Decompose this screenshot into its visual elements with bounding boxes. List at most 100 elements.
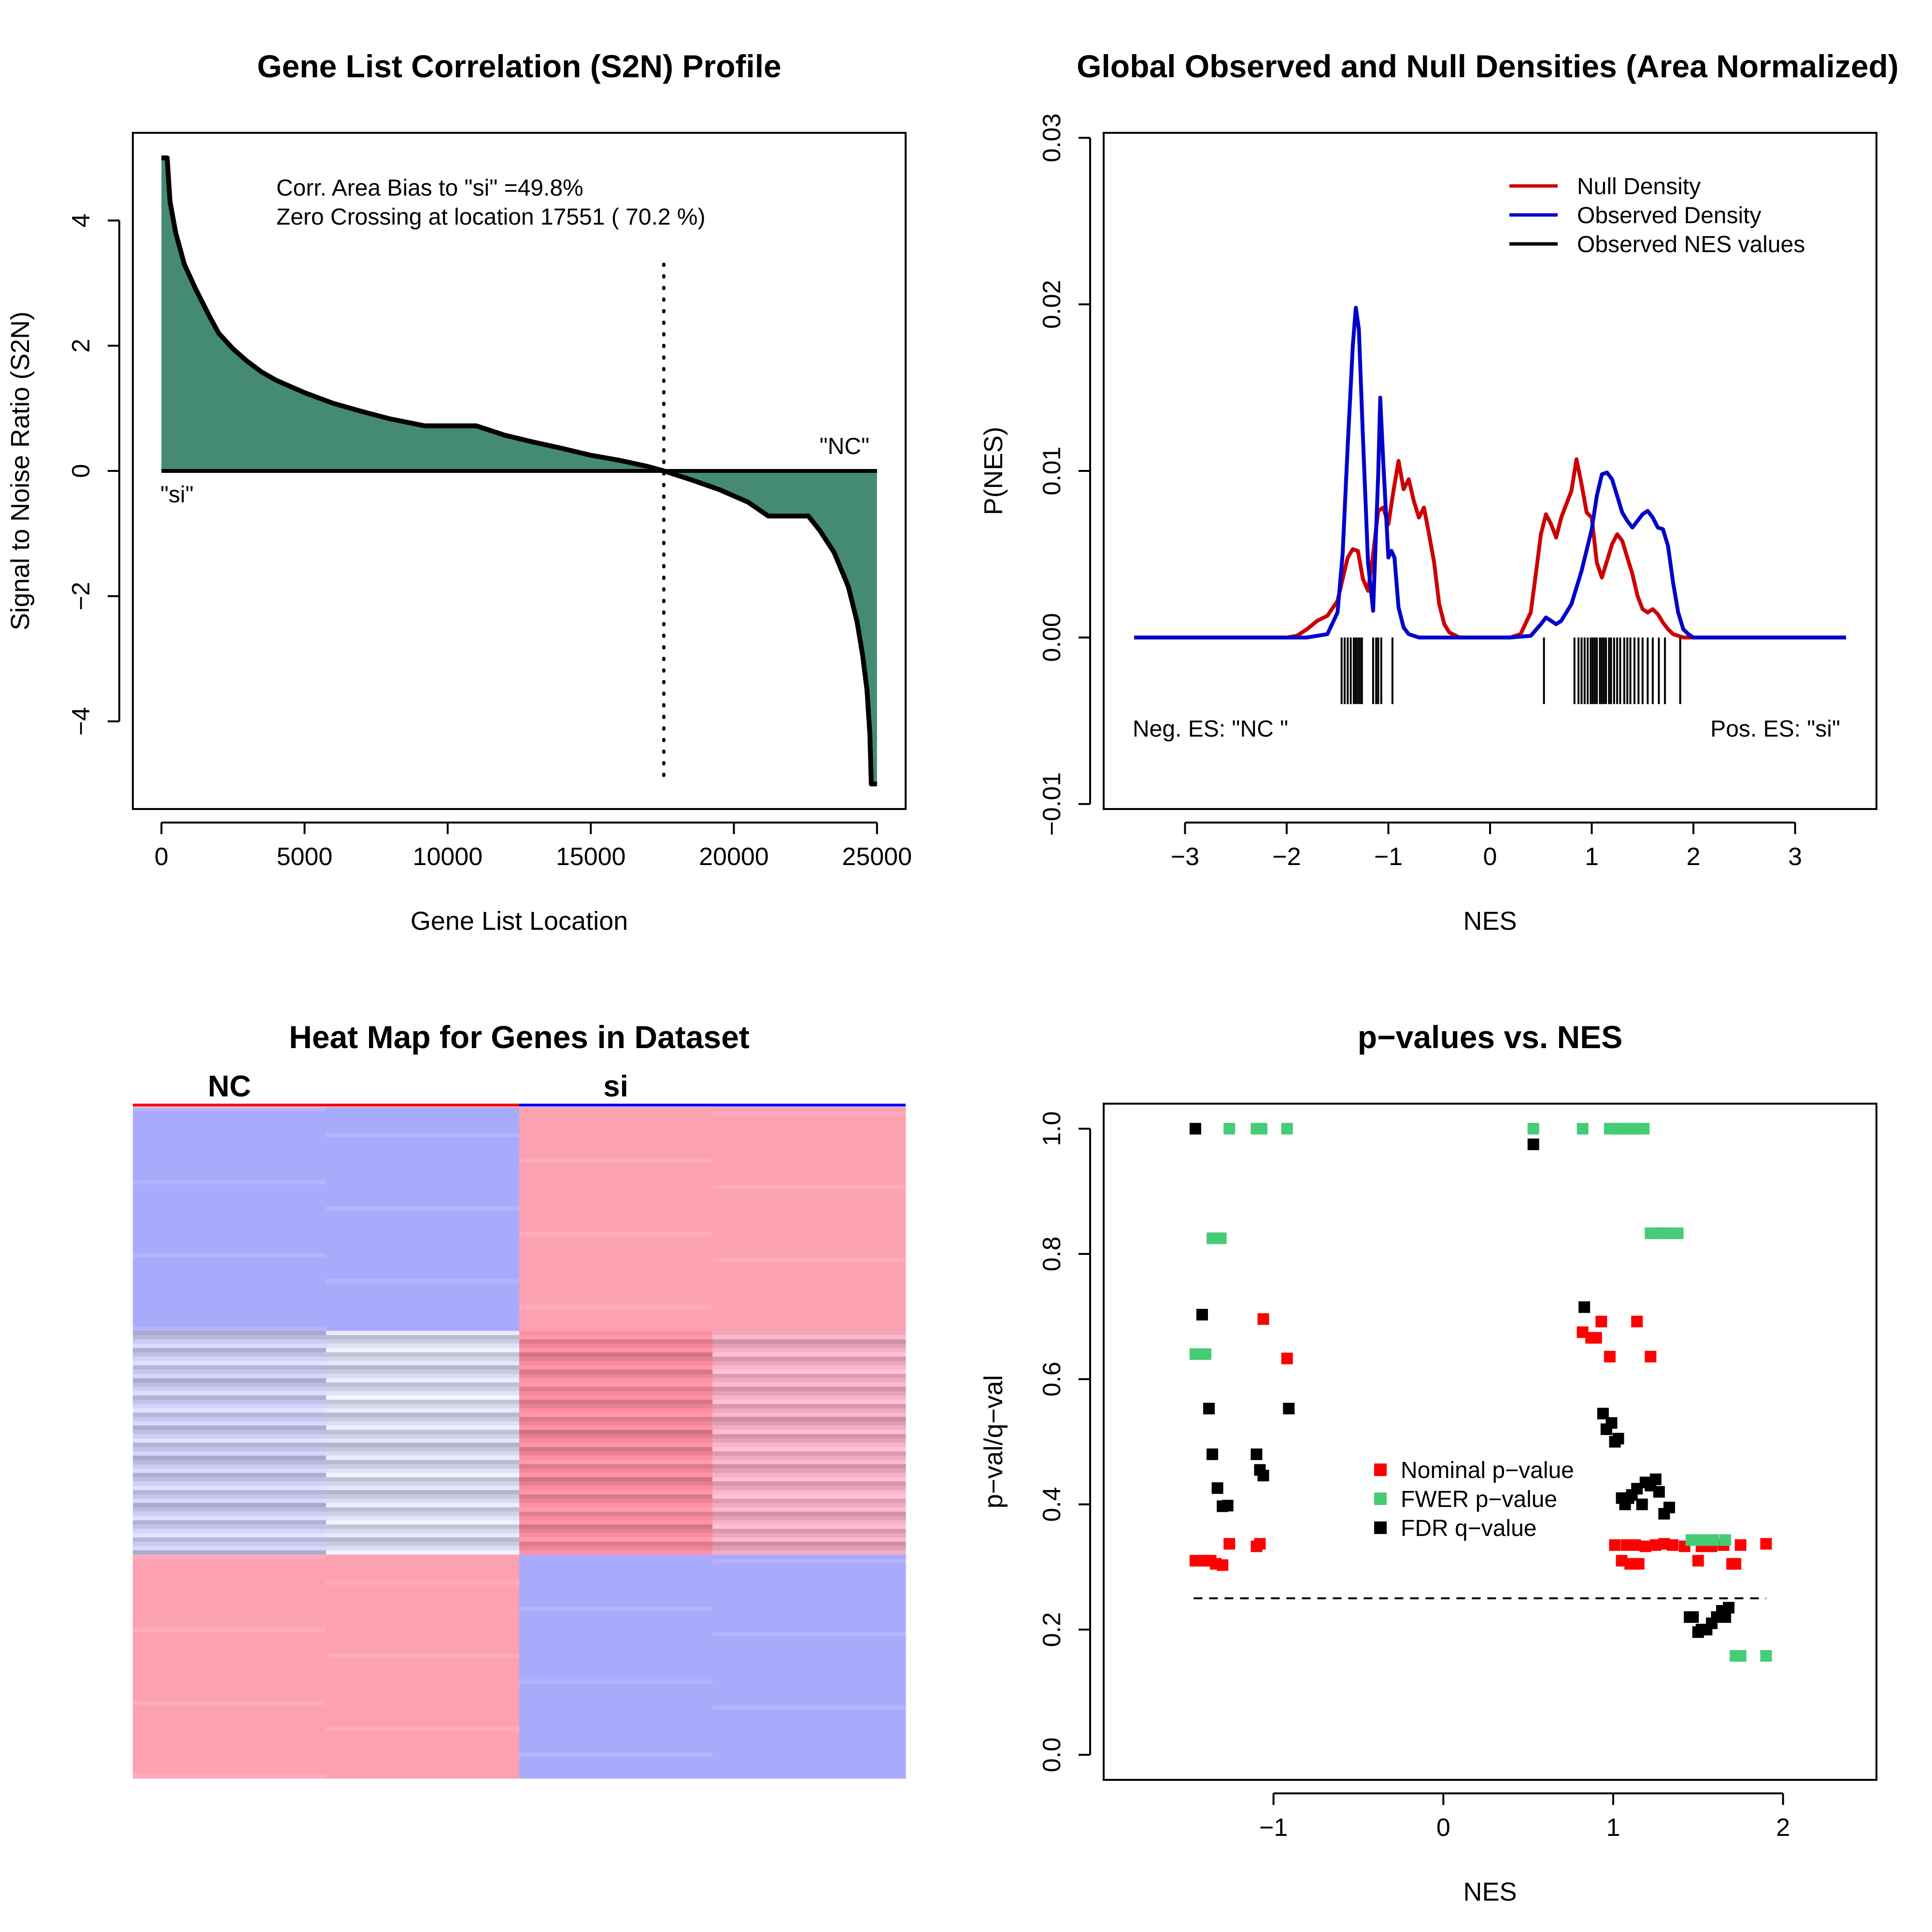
heatmap-cell (712, 1107, 906, 1112)
heatmap-cell (326, 1619, 520, 1624)
heatmap-cell (326, 1111, 520, 1116)
heatmap-cell (712, 1692, 906, 1697)
nominal-p-point (1631, 1316, 1643, 1328)
heatmap-cell (519, 1589, 713, 1594)
heatmap-cell (519, 1227, 713, 1232)
heatmap-cell (326, 1150, 520, 1155)
fwer-p-point (1719, 1534, 1732, 1546)
s2n-x-label: Gene List Location (411, 907, 628, 936)
heatmap-cell (133, 1313, 327, 1319)
y-tick-label: 0.00 (1038, 613, 1066, 662)
heatmap-cell (326, 1464, 520, 1469)
heatmap-cell (519, 1727, 713, 1732)
heatmap-cell (326, 1567, 520, 1572)
heatmap-cell (326, 1266, 520, 1271)
heatmap-cell (133, 1455, 327, 1461)
heatmap-cell (133, 1245, 327, 1250)
heatmap-cell (326, 1240, 520, 1245)
heatmap-cell (326, 1313, 520, 1319)
heatmap-cell (712, 1430, 906, 1435)
s2n-frame (132, 132, 907, 810)
density-x-axis: −3 −2 −1 0 1 2 3 (1171, 822, 1802, 871)
heatmap-cell (519, 1313, 713, 1319)
heatmap-cell (326, 1649, 520, 1654)
heatmap-cell (519, 1171, 713, 1177)
heatmap-cell (326, 1658, 520, 1662)
heatmap-cell (326, 1395, 520, 1400)
heatmap-cell (712, 1128, 906, 1133)
heatmap-cell (133, 1382, 327, 1387)
heatmap-cell (519, 1305, 713, 1310)
heatmap-cell (133, 1167, 327, 1172)
heatmap-cell (712, 1671, 906, 1676)
heatmap-cell (519, 1107, 713, 1112)
fdr-q-point (1257, 1470, 1269, 1481)
heatmap-cell (326, 1494, 520, 1499)
heatmap-cell (519, 1748, 713, 1753)
heatmap-cell (326, 1189, 520, 1193)
heatmap-cell (133, 1770, 327, 1775)
heatmap-cell (133, 1399, 327, 1405)
heatmap-cell (519, 1223, 713, 1228)
heatmap-cell (712, 1597, 906, 1603)
heatmap-cell (133, 1180, 327, 1185)
heatmap-cell (519, 1559, 713, 1563)
heatmap-cell (712, 1369, 906, 1374)
heatmap-cell (519, 1219, 713, 1224)
heatmap-cell (519, 1197, 713, 1202)
heatmap-cell (519, 1546, 713, 1551)
heatmap-cell (712, 1610, 906, 1615)
heatmap-cell (519, 1481, 713, 1486)
heatmap-cell (712, 1490, 906, 1495)
heatmap-cell (133, 1671, 327, 1676)
heatmap-cell (326, 1163, 520, 1168)
heatmap-cell (326, 1718, 520, 1723)
heatmap-cell (326, 1158, 520, 1164)
fdr-q-point (1283, 1403, 1295, 1415)
heatmap-cell (326, 1468, 520, 1473)
heatmap-cell (712, 1326, 906, 1331)
heatmap-cell (133, 1296, 327, 1301)
heatmap-cell (712, 1262, 906, 1267)
heatmap-cell (712, 1696, 906, 1702)
heatmap-cell (326, 1214, 520, 1220)
heatmap-cell (326, 1662, 520, 1667)
heatmap-cell (133, 1305, 327, 1310)
heatmap-cell (133, 1550, 327, 1555)
fdr-q-point (1636, 1498, 1648, 1510)
heatmap-cell (519, 1744, 713, 1749)
heatmap-cell (519, 1270, 713, 1275)
heatmap-cell (326, 1249, 520, 1254)
heatmap-cell (712, 1167, 906, 1172)
heatmap-cell (326, 1455, 520, 1461)
heatmap-cell (712, 1202, 906, 1207)
heatmap-cell (519, 1507, 713, 1512)
heatmap-cell (519, 1176, 713, 1180)
pvalue-x-label: NES (1463, 1877, 1517, 1906)
heatmap-cell (326, 1473, 520, 1477)
heatmap-cell (519, 1374, 713, 1378)
heatmap-cell (712, 1150, 906, 1155)
heatmap-cell (133, 1559, 327, 1563)
x-tick-label: 1 (1585, 843, 1599, 871)
heatmap-cell (326, 1520, 520, 1525)
heatmap-cell (326, 1486, 520, 1491)
heatmap-cell (712, 1417, 906, 1421)
heatmap-cell (519, 1757, 713, 1762)
heatmap-cell (326, 1636, 520, 1641)
heatmap-cell (519, 1430, 713, 1435)
heatmap-cell (133, 1120, 327, 1125)
heatmap-cell (326, 1322, 520, 1327)
heatmap-cell (326, 1589, 520, 1594)
pvalue-legend: Nominal p−value FWER p−value FDR q−value (1374, 1458, 1574, 1541)
heatmap-panel: Heat Map for Genes in Dataset NC si (133, 1019, 906, 1779)
heatmap-cell (519, 1666, 713, 1671)
heatmap-cell (519, 1356, 713, 1362)
heatmap-cell (712, 1533, 906, 1538)
heatmap-cell (326, 1490, 520, 1495)
heatmap-cell (519, 1692, 713, 1697)
heatmap-cell (712, 1757, 906, 1762)
s2n-plot-area (161, 155, 877, 787)
heatmap-cell (712, 1731, 906, 1736)
heatmap-cell (326, 1503, 520, 1508)
